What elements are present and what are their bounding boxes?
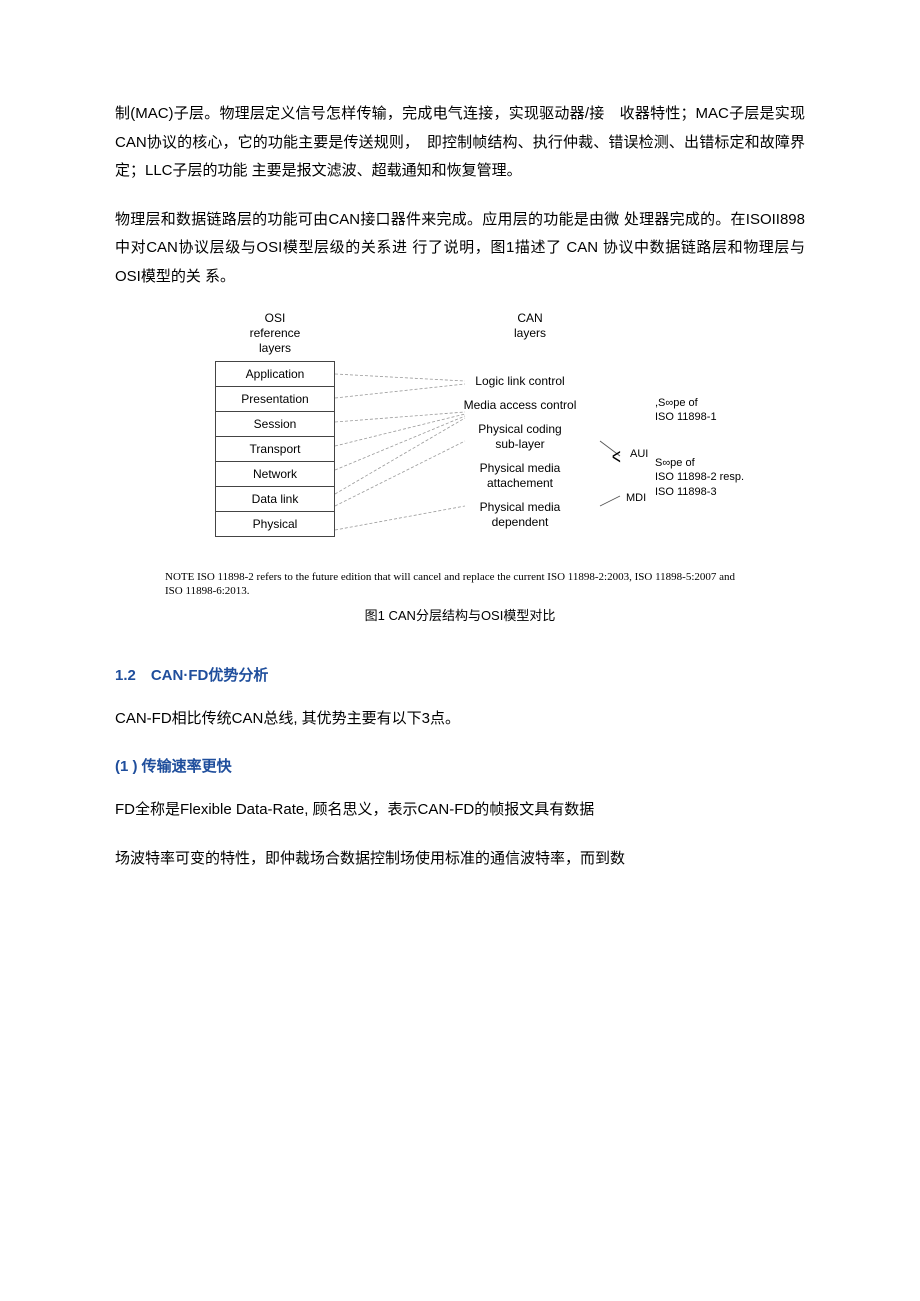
osi-can-diagram: OSI reference layers CAN layers Applicat… (170, 311, 750, 566)
paragraph-canfd-intro: CAN-FD相比传统CAN总线, 其优势主要有以下3点。 (115, 705, 805, 734)
bracket-icon: < (612, 444, 621, 470)
paragraph-iso-explanation: 物理层和数据链路层的功能可由CAN接口器件来完成。应用层的功能是由微 处理器完成… (115, 206, 805, 292)
osi-stack: Application Presentation Session Transpo… (215, 362, 335, 537)
osi-layer-network: Network (215, 461, 335, 487)
osi-layer-application: Application (215, 361, 335, 387)
paragraph-baudrate: 场波特率可变的特性，即仲裁场合数据控制场使用标准的通信波特率，而到数 (115, 845, 805, 874)
can-layer-pma: Physical media attachement (440, 461, 600, 491)
diagram-note: NOTE ISO 11898-2 refers to the future ed… (165, 570, 755, 599)
scope-iso-11898-2-3: S∞pe of ISO 11898-2 resp. ISO 11898-3 (655, 456, 744, 499)
can-header: CAN layers (470, 311, 590, 356)
osi-layer-transport: Transport (215, 436, 335, 462)
label-mdi: MDI (626, 492, 646, 504)
can-layer-pmd: Physical media dependent (440, 500, 600, 530)
label-aui: AUI (630, 448, 648, 460)
osi-layer-presentation: Presentation (215, 386, 335, 412)
scope-iso-11898-1: ,S∞pe of ISO 11898-1 (655, 396, 717, 425)
osi-layer-datalink: Data link (215, 486, 335, 512)
osi-header: OSI reference layers (215, 311, 335, 356)
figure-1-caption: 图1 CAN分层结构与OSI模型对比 (115, 605, 805, 624)
can-layer-pcs: Physical coding sub-layer (440, 422, 600, 452)
can-layer-list: Logic link control Media access control … (440, 374, 600, 539)
osi-layer-physical: Physical (215, 511, 335, 537)
diagram-body: Application Presentation Session Transpo… (170, 356, 750, 566)
can-layer-llc: Logic link control (440, 374, 600, 389)
osi-layer-session: Session (215, 411, 335, 437)
heading-1-2-1: (1 ) 传输速率更快 (115, 755, 805, 776)
heading-1-2: 1.2 CAN·FD优势分析 (115, 664, 805, 685)
can-layer-mac: Media access control (440, 398, 600, 413)
paragraph-mac-layer: 制(MAC)子层。物理层定义信号怎样传输，完成电气连接，实现驱动器/接 收器特性… (115, 100, 805, 186)
document-page: 制(MAC)子层。物理层定义信号怎样传输，完成电气连接，实现驱动器/接 收器特性… (0, 0, 920, 953)
diagram-headers: OSI reference layers CAN layers (170, 311, 750, 356)
paragraph-fd-fullname: FD全称是Flexible Data-Rate, 顾名思义，表示CAN-FD的帧… (115, 796, 805, 825)
